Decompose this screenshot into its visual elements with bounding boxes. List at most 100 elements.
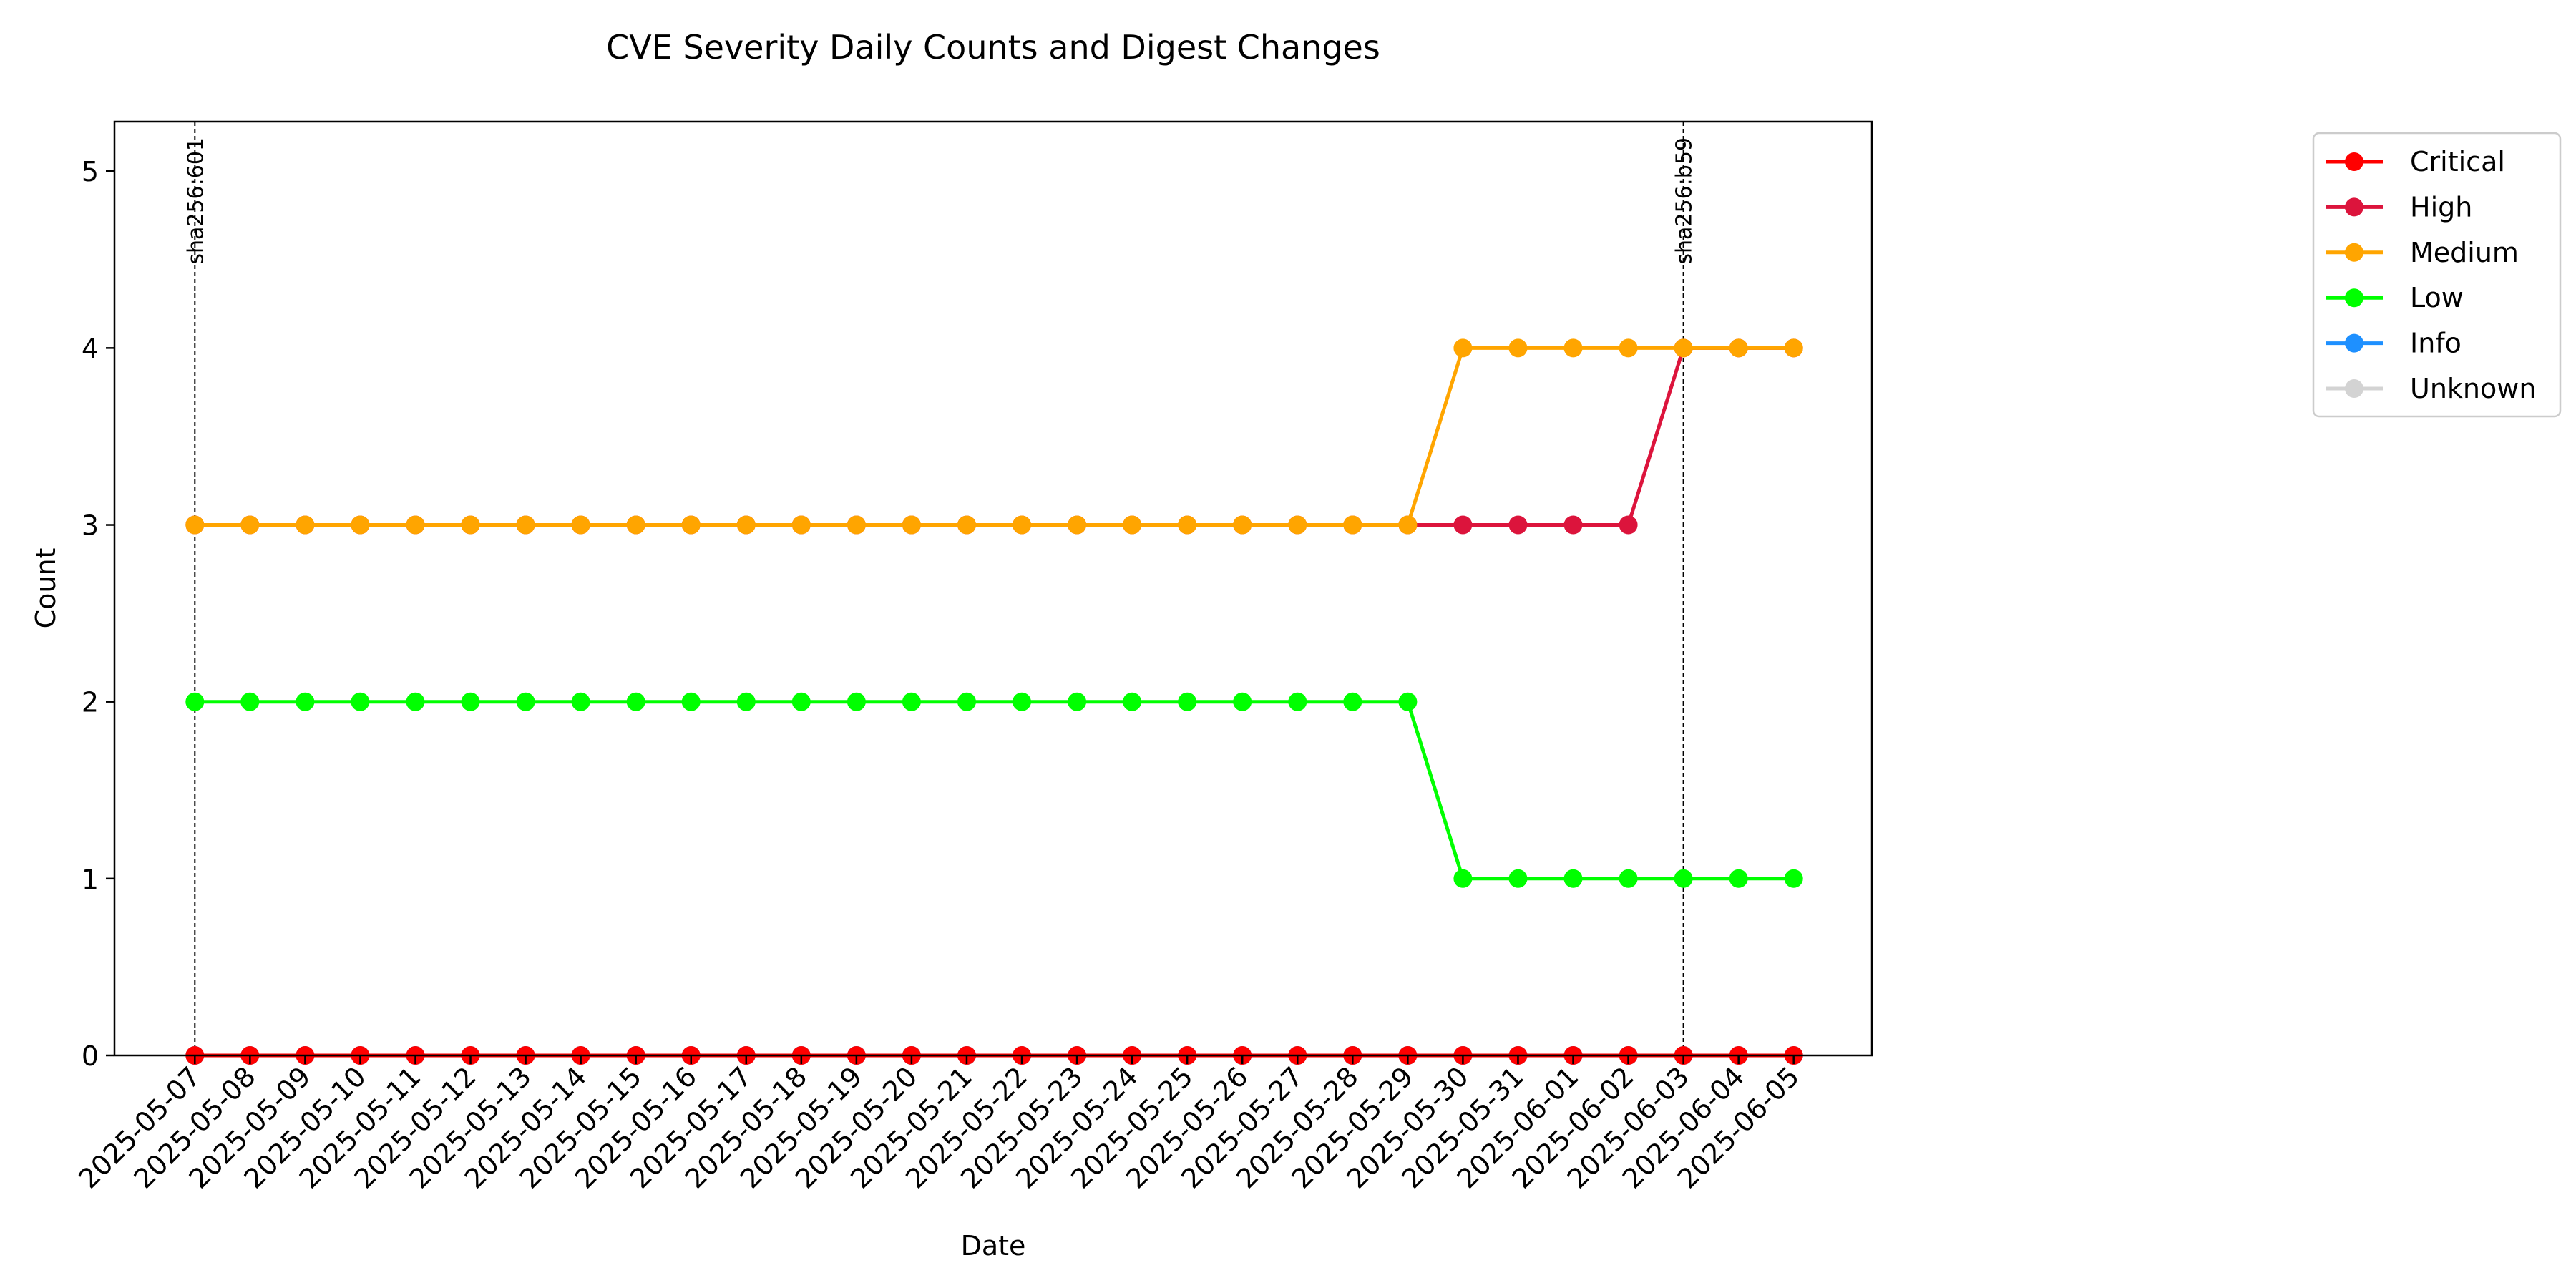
point-medium-2025-05-12 <box>461 515 480 535</box>
point-low-2025-06-03 <box>1674 869 1693 888</box>
point-medium-2025-05-21 <box>957 515 976 535</box>
y-tick-label-3: 3 <box>82 510 99 542</box>
point-medium-2025-05-15 <box>626 515 645 535</box>
point-medium-2025-05-20 <box>902 515 921 535</box>
y-tick-label-1: 1 <box>82 864 99 895</box>
point-medium-2025-06-01 <box>1563 338 1583 358</box>
point-medium-2025-05-31 <box>1508 338 1528 358</box>
point-medium-2025-06-02 <box>1619 338 1638 358</box>
point-medium-2025-05-17 <box>736 515 756 535</box>
point-low-2025-05-16 <box>681 692 701 711</box>
point-low-2025-05-22 <box>1013 692 1031 711</box>
point-low-2025-05-27 <box>1288 692 1307 711</box>
point-low-2025-05-13 <box>516 692 535 711</box>
legend-item-medium: Medium <box>2326 237 2519 268</box>
digest-change-label-1: sha256:601 <box>183 137 208 265</box>
point-low-2025-05-20 <box>902 692 921 711</box>
legend-label-critical: Critical <box>2410 146 2505 177</box>
point-medium-2025-05-25 <box>1178 515 1197 535</box>
legend-marker-medium <box>2345 243 2363 262</box>
point-medium-2025-06-05 <box>1784 338 1803 358</box>
point-medium-2025-05-30 <box>1453 338 1473 358</box>
chart-title: CVE Severity Daily Counts and Digest Cha… <box>606 28 1380 67</box>
point-low-2025-05-08 <box>240 692 260 711</box>
point-high-2025-05-30 <box>1453 515 1473 535</box>
point-low-2025-05-29 <box>1398 692 1418 711</box>
point-medium-2025-05-09 <box>296 515 315 535</box>
point-high-2025-06-01 <box>1563 515 1583 535</box>
point-medium-2025-06-03 <box>1674 338 1693 358</box>
legend-marker-high <box>2345 197 2363 217</box>
point-medium-2025-05-22 <box>1013 515 1031 535</box>
point-medium-2025-05-29 <box>1398 515 1418 535</box>
y-axis-label: Count <box>30 548 62 629</box>
series-low <box>185 692 1803 888</box>
point-low-2025-05-18 <box>791 692 811 711</box>
point-low-2025-05-28 <box>1343 692 1362 711</box>
y-tick-label-2: 2 <box>82 687 99 718</box>
legend-marker-unknown <box>2345 379 2363 398</box>
point-medium-2025-05-26 <box>1233 515 1252 535</box>
point-low-2025-05-30 <box>1453 869 1473 888</box>
point-low-2025-05-10 <box>351 692 370 711</box>
y-tick-label-4: 4 <box>82 333 99 364</box>
legend-marker-low <box>2345 288 2363 308</box>
point-medium-2025-05-23 <box>1068 515 1087 535</box>
point-medium-2025-05-11 <box>406 515 425 535</box>
point-high-2025-05-31 <box>1508 515 1528 535</box>
legend-item-info: Info <box>2326 328 2462 359</box>
point-low-2025-05-25 <box>1178 692 1197 711</box>
axes: 0123452025-05-072025-05-082025-05-092025… <box>72 156 1805 1194</box>
point-low-2025-05-21 <box>957 692 976 711</box>
point-low-2025-05-19 <box>847 692 866 711</box>
legend-label-low: Low <box>2410 282 2464 313</box>
legend-box <box>2312 132 2562 418</box>
series-medium <box>185 338 1803 535</box>
legend-item-critical: Critical <box>2326 146 2505 177</box>
legend-label-medium: Medium <box>2410 237 2519 268</box>
point-medium-2025-05-18 <box>791 515 811 535</box>
y-tick-label-0: 0 <box>82 1040 99 1072</box>
y-tick-label-5: 5 <box>82 156 99 187</box>
point-high-2025-06-02 <box>1619 515 1638 535</box>
point-low-2025-05-26 <box>1233 692 1252 711</box>
point-medium-2025-05-14 <box>571 515 590 535</box>
point-low-2025-06-04 <box>1729 869 1748 888</box>
digest-change-label-2: sha256:b59 <box>1672 137 1697 265</box>
legend-item-high: High <box>2326 191 2472 223</box>
legend: Critical High Medium Low Info Unknown <box>2312 132 2562 418</box>
legend-item-low: Low <box>2326 282 2464 313</box>
point-medium-2025-05-08 <box>240 515 260 535</box>
point-medium-2025-05-16 <box>681 515 701 535</box>
legend-marker-info <box>2345 333 2363 353</box>
point-medium-2025-05-27 <box>1288 515 1307 535</box>
legend-marker-critical <box>2345 152 2363 171</box>
point-low-2025-05-31 <box>1508 869 1528 888</box>
point-low-2025-05-12 <box>461 692 480 711</box>
legend-label-info: Info <box>2410 328 2462 359</box>
point-low-2025-05-07 <box>185 692 205 711</box>
point-low-2025-05-24 <box>1123 692 1142 711</box>
legend-label-unknown: Unknown <box>2410 373 2536 404</box>
point-medium-2025-05-24 <box>1123 515 1142 535</box>
point-low-2025-06-02 <box>1619 869 1638 888</box>
point-low-2025-05-09 <box>296 692 315 711</box>
point-medium-2025-05-19 <box>847 515 866 535</box>
point-medium-2025-05-10 <box>351 515 370 535</box>
x-axis-label: Date <box>961 1230 1026 1262</box>
point-low-2025-05-17 <box>736 692 756 711</box>
point-medium-2025-06-04 <box>1729 338 1748 358</box>
legend-label-high: High <box>2410 191 2472 223</box>
point-low-2025-06-05 <box>1784 869 1803 888</box>
legend-item-unknown: Unknown <box>2326 373 2536 404</box>
point-low-2025-05-11 <box>406 692 425 711</box>
plot-frame <box>113 120 1873 1057</box>
point-low-2025-05-23 <box>1068 692 1087 711</box>
point-medium-2025-05-13 <box>516 515 535 535</box>
point-low-2025-05-14 <box>571 692 590 711</box>
point-medium-2025-05-28 <box>1343 515 1362 535</box>
point-medium-2025-05-07 <box>185 515 205 535</box>
point-low-2025-05-15 <box>626 692 645 711</box>
